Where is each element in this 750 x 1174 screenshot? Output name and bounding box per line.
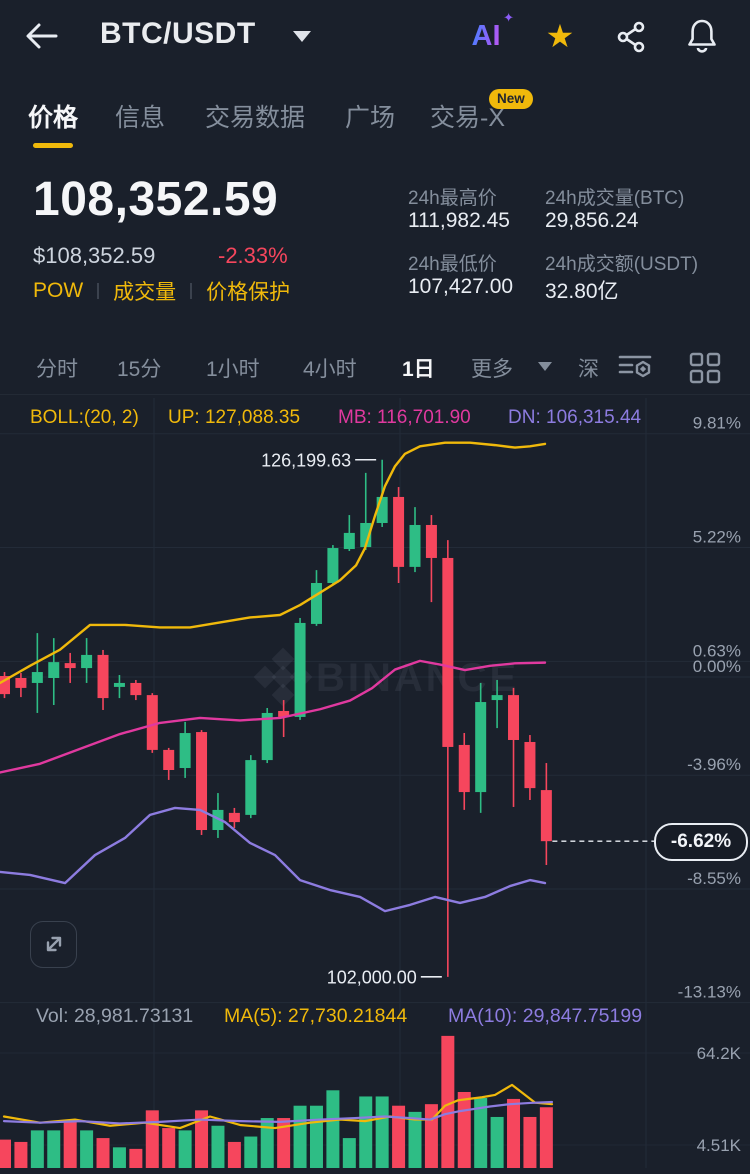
- stat-turnover-label: 24h成交额(USDT): [545, 254, 699, 275]
- stat-low-value: 107,427.00: [408, 275, 514, 298]
- svg-text:-13.13%: -13.13%: [678, 983, 741, 1002]
- top-bar: BTC/USDT AI ✦ ★: [0, 0, 750, 72]
- boll-middle-value: MB: 116,701.90: [338, 407, 471, 428]
- favorite-button[interactable]: ★: [540, 16, 580, 56]
- tab-square[interactable]: 广场: [345, 104, 396, 132]
- interval-4h[interactable]: 4小时: [303, 358, 357, 381]
- svg-text:5.22%: 5.22%: [693, 528, 741, 547]
- ai-icon: AI: [471, 20, 501, 52]
- section-tabs: 价格 信息 交易数据 广场 交易-X New: [0, 89, 750, 156]
- tab-info[interactable]: 信息: [115, 104, 166, 132]
- indicator-settings-button[interactable]: [616, 351, 654, 386]
- svg-text:-3.96%: -3.96%: [687, 755, 741, 774]
- toolbar-divider: [0, 394, 750, 395]
- tag-volume[interactable]: 成交量: [113, 281, 177, 304]
- tab-price[interactable]: 价格: [28, 104, 79, 132]
- indicator-settings-icon: [618, 355, 652, 378]
- boll-upper-value: UP: 127,088.35: [168, 407, 301, 428]
- volume-value: Vol: 28,981.73131: [36, 1005, 194, 1027]
- back-button[interactable]: [22, 18, 62, 54]
- tag-price-protection[interactable]: 价格保护: [206, 281, 291, 304]
- svg-text:9.81%: 9.81%: [693, 414, 741, 433]
- tag-separator: [97, 283, 100, 299]
- stat-high-value: 111,982.45: [408, 209, 510, 232]
- volume-ma10-value: MA(10): 29,847.75199: [448, 1005, 643, 1027]
- stat-volume-btc-value: 29,856.24: [545, 209, 639, 232]
- svg-text:4.51K: 4.51K: [697, 1136, 742, 1155]
- layout-grid-button[interactable]: [688, 351, 722, 388]
- tab-trade-data[interactable]: 交易数据: [205, 104, 306, 132]
- last-price: 108,352.59: [33, 173, 279, 226]
- current-price-axis-tag: -6.62%: [654, 823, 748, 861]
- sparkle-icon: ✦: [503, 10, 514, 25]
- tag-pow[interactable]: POW: [33, 279, 84, 302]
- boll-indicator-row[interactable]: BOLL:(20, 2) UP: 127,088.35 MB: 116,701.…: [0, 407, 750, 431]
- boll-lower-value: DN: 106,315.44: [508, 407, 642, 428]
- grid-layout-icon: [689, 352, 721, 384]
- tab-trade-x[interactable]: 交易-X: [430, 104, 506, 132]
- tag-separator: [190, 283, 193, 299]
- svg-text:126,199.63: 126,199.63: [261, 450, 351, 470]
- fullscreen-chart-button[interactable]: [30, 921, 77, 968]
- expand-arrows-icon: [46, 936, 61, 952]
- favorite-star-icon: ★: [545, 18, 575, 54]
- notification-bell-icon: [688, 19, 716, 53]
- volume-indicator-row[interactable]: Vol: 28,981.73131 MA(5): 27,730.21844 MA…: [0, 1005, 750, 1029]
- svg-text:102,000.00: 102,000.00: [327, 967, 417, 987]
- stat-low-label: 24h最低价: [408, 254, 497, 275]
- token-tag-row: POW 成交量 价格保护: [33, 276, 290, 306]
- depth-toggle[interactable]: 深: [578, 358, 599, 381]
- share-button[interactable]: [612, 18, 652, 58]
- svg-text:64.2K: 64.2K: [697, 1044, 742, 1063]
- stat-turnover-value: 32.80亿: [545, 280, 619, 303]
- volume-ma5-value: MA(5): 27,730.21844: [224, 1005, 408, 1027]
- interval-15m[interactable]: 15分: [117, 358, 162, 381]
- interval-more[interactable]: 更多: [471, 358, 513, 381]
- svg-text:0.00%: 0.00%: [693, 657, 741, 676]
- stat-high-label: 24h最高价: [408, 188, 497, 209]
- dropdown-caret-icon[interactable]: [293, 31, 311, 42]
- new-badge: New: [489, 89, 533, 109]
- usd-price: $108,352.59: [33, 243, 156, 268]
- boll-params: BOLL:(20, 2): [30, 407, 139, 428]
- svg-text:0.63%: 0.63%: [693, 641, 741, 660]
- stat-volume-btc-label: 24h成交量(BTC): [545, 188, 685, 209]
- svg-text:-8.55%: -8.55%: [687, 869, 741, 888]
- more-caret-icon[interactable]: [538, 362, 552, 371]
- ai-assistant-button[interactable]: AI ✦: [466, 10, 515, 56]
- back-arrow-icon: [26, 23, 58, 49]
- price-change-percent: -2.33%: [218, 243, 288, 268]
- symbol-selector[interactable]: BTC/USDT: [100, 17, 256, 50]
- notifications-button[interactable]: [682, 17, 722, 57]
- active-tab-underline: [33, 143, 73, 148]
- interval-1d[interactable]: 1日: [402, 358, 435, 381]
- share-icon: [617, 21, 645, 52]
- interval-time[interactable]: 分时: [36, 358, 78, 381]
- interval-1h[interactable]: 1小时: [206, 358, 260, 381]
